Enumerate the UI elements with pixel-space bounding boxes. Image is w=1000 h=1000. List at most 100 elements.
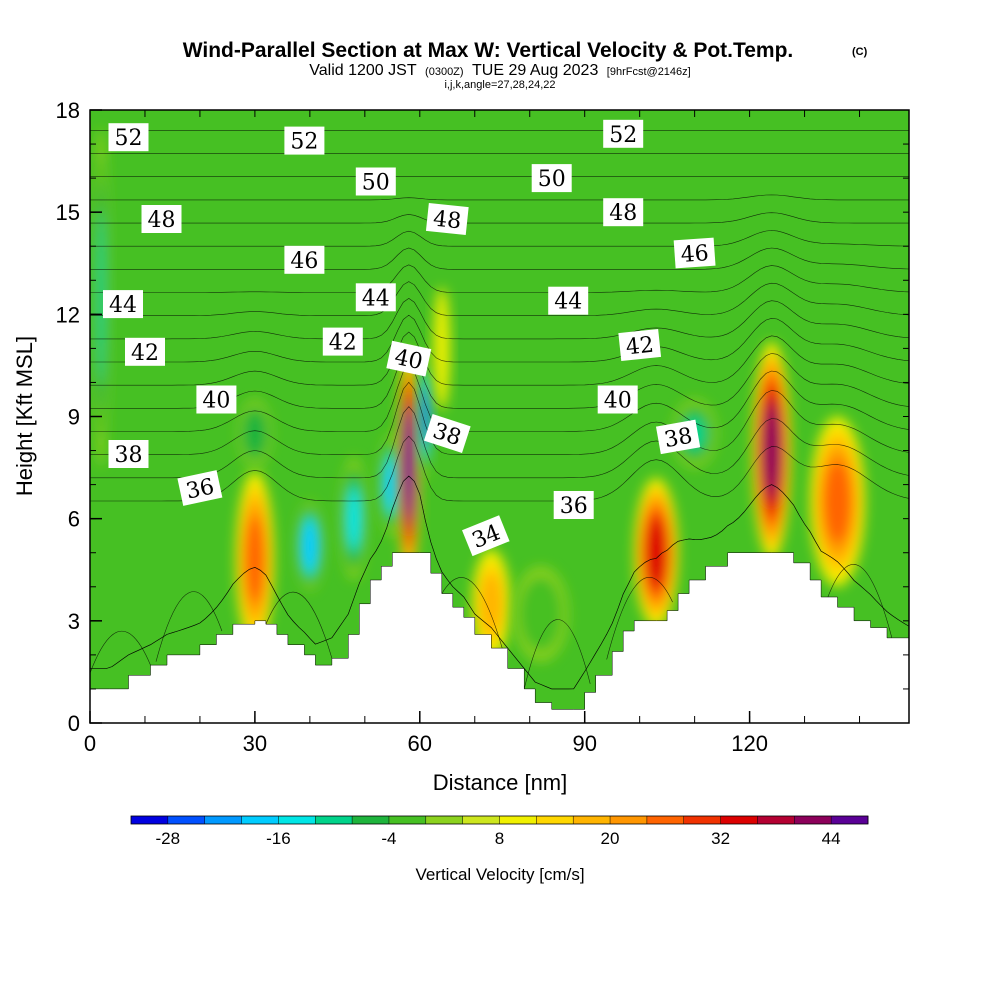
theta-label-text: 50 bbox=[362, 171, 390, 196]
colorbar-swatch bbox=[536, 816, 574, 824]
theta-isoline bbox=[90, 406, 909, 479]
subtitle-valid: Valid 1200 JST bbox=[309, 62, 417, 79]
terrain-mask bbox=[90, 552, 909, 723]
velocity-contour-fill bbox=[386, 461, 399, 509]
theta-label-background bbox=[108, 123, 149, 152]
theta-label-text: 44 bbox=[554, 290, 582, 315]
vertical-velocity-cell bbox=[340, 457, 368, 580]
velocity-contour-fill bbox=[646, 519, 666, 586]
theta-isoline bbox=[523, 619, 591, 689]
velocity-contour-fill bbox=[347, 489, 361, 549]
vertical-velocity-field bbox=[92, 127, 866, 662]
colorbar-label: Vertical Velocity [cm/s] bbox=[415, 865, 584, 884]
plot-area bbox=[90, 110, 909, 723]
theta-label-background bbox=[603, 119, 644, 148]
colorbar-tick-label: 20 bbox=[601, 829, 620, 848]
figure-subtitle: Valid 1200 JST (0300Z) TUE 29 Aug 2023 [… bbox=[309, 62, 690, 79]
theta-isoline bbox=[606, 577, 673, 660]
theta-contour-label: 52 bbox=[108, 123, 149, 152]
theta-contour-label: 36 bbox=[177, 470, 223, 506]
theta-isoline bbox=[90, 314, 909, 363]
theta-label-background bbox=[386, 340, 432, 377]
subtitle-date: TUE 29 Aug 2023 bbox=[472, 62, 598, 79]
theta-label-text: 48 bbox=[148, 208, 176, 233]
theta-isoline bbox=[90, 264, 909, 293]
vertical-velocity-cell bbox=[296, 501, 324, 591]
theta-contour-label: 46 bbox=[673, 237, 716, 269]
theta-label-text: 42 bbox=[131, 341, 159, 366]
theta-label-text: 40 bbox=[604, 389, 632, 414]
theta-label-background bbox=[553, 491, 594, 519]
theta-isoline bbox=[90, 381, 909, 455]
colorbar-swatch bbox=[278, 816, 316, 824]
theta-label-text: 48 bbox=[609, 201, 637, 226]
theta-label-background bbox=[462, 515, 510, 557]
theta-contour-label: 40 bbox=[196, 385, 237, 414]
colorbar-tick-label: -28 bbox=[156, 829, 181, 848]
theta-label-text: 44 bbox=[109, 293, 137, 318]
colorbar-swatch bbox=[683, 816, 721, 824]
title-block: Wind-Parallel Section at Max W: Vertical… bbox=[183, 39, 868, 91]
y-axis-label: Height [Kft MSL] bbox=[12, 336, 37, 496]
subtitle-utc: (0300Z) bbox=[425, 66, 464, 78]
theta-label-text: 52 bbox=[115, 126, 143, 151]
theta-label-background bbox=[603, 198, 644, 227]
theta-contour-label: 38 bbox=[108, 440, 149, 468]
theta-label-background bbox=[177, 470, 223, 506]
theta-label-text: 46 bbox=[290, 249, 318, 274]
theta-label-text: 52 bbox=[290, 130, 318, 155]
colorbar-swatch bbox=[794, 816, 832, 824]
theta-label-text: 38 bbox=[662, 424, 694, 453]
theta-label-text: 44 bbox=[362, 286, 390, 311]
velocity-contour-fill bbox=[422, 390, 429, 443]
theta-label-background bbox=[141, 205, 182, 233]
colorbar-swatch bbox=[573, 816, 611, 824]
vertical-velocity-cell bbox=[634, 477, 679, 628]
theta-isoline bbox=[90, 194, 909, 201]
theta-contour-label: 46 bbox=[284, 245, 325, 274]
vertical-velocity-cell bbox=[433, 287, 450, 410]
theta-label-background bbox=[322, 327, 363, 356]
vertical-velocity-cell bbox=[752, 341, 791, 560]
theta-label-background bbox=[103, 290, 143, 319]
vertical-velocity-cell bbox=[418, 355, 432, 478]
theta-label-background bbox=[618, 328, 662, 362]
theta-label-background bbox=[655, 419, 701, 455]
theta-label-background bbox=[196, 385, 237, 414]
colorbar-swatch bbox=[167, 816, 206, 824]
velocity-contour-fill bbox=[404, 416, 414, 512]
y-tick-label: 0 bbox=[68, 711, 80, 736]
colorbar-swatch bbox=[646, 816, 685, 824]
colorbar: -28 -16 -4 8 20 32 44 bbox=[130, 815, 869, 848]
theta-contours bbox=[90, 130, 909, 690]
theta-isoline bbox=[265, 591, 333, 659]
colorbar-tick-label: 8 bbox=[495, 829, 504, 848]
colorbar-swatch bbox=[388, 816, 427, 824]
theta-contour-label: 44 bbox=[355, 283, 396, 312]
theta-label-background bbox=[125, 337, 165, 366]
theta-contour-label: 42 bbox=[125, 337, 165, 366]
vertical-velocity-cell bbox=[472, 549, 511, 659]
theta-isoline bbox=[441, 577, 508, 669]
theta-label-background bbox=[425, 202, 469, 236]
colorbar-swatch bbox=[499, 816, 537, 824]
theta-isoline bbox=[155, 591, 223, 662]
theta-label-text: 36 bbox=[184, 474, 217, 504]
theta-isoline bbox=[90, 230, 909, 247]
y-tick-label: 15 bbox=[56, 200, 80, 225]
theta-label-background bbox=[355, 167, 396, 196]
theta-label-background bbox=[531, 164, 572, 193]
x-tick-label: 30 bbox=[243, 731, 267, 756]
theta-label-background bbox=[423, 414, 471, 453]
theta-contour-label: 40 bbox=[386, 340, 432, 377]
theta-isoline bbox=[90, 331, 909, 386]
theta-contour-label: 48 bbox=[425, 202, 469, 236]
theta-contour-label: 40 bbox=[597, 385, 638, 414]
theta-isoline bbox=[90, 475, 909, 690]
colorbar-tick-label: 32 bbox=[711, 829, 730, 848]
y-tick-label: 12 bbox=[56, 302, 80, 327]
theta-contour-label: 50 bbox=[531, 164, 572, 193]
